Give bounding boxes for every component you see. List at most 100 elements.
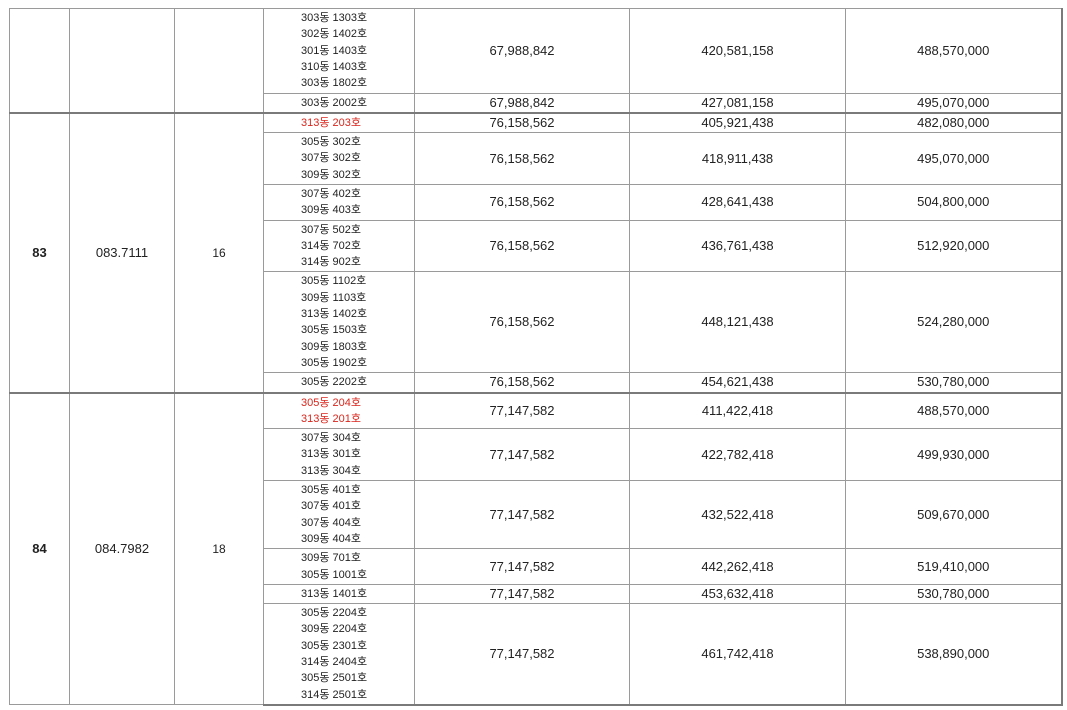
unit-number: 302동 1402호 [301, 28, 368, 41]
amount-col-1: 77,147,582 [414, 548, 630, 585]
unit-list-cell: 307동 304호 313동 301호 313동 304호 [263, 428, 415, 482]
unit-number: 305동 1102호 [301, 275, 367, 288]
unit-number: 301동 1403호 [301, 44, 368, 57]
area-cell: 083.7111 [69, 111, 175, 394]
unit-number: 307동 502호 [301, 223, 362, 236]
amount-col-1: 77,147,582 [414, 428, 630, 482]
table-row: 307동 304호 313동 301호 313동 304호 77,147,582 422… [10, 428, 1063, 482]
unit-number: 305동 2301호 [301, 639, 368, 652]
unit-list-cell: 307동 502호 314동 702호 314동 902호 [263, 219, 415, 273]
unit-number: 314동 902호 [301, 256, 362, 269]
unit-count-cell: 18 [174, 391, 264, 706]
amount-col-3: 495,070,000 [845, 92, 1063, 114]
amount-col-1: 76,158,562 [414, 372, 630, 394]
amount-col-2: 422,782,418 [629, 428, 846, 482]
unit-number: 313동 1401호 [301, 587, 368, 600]
amount-col-2: 432,522,418 [629, 480, 846, 550]
unit-number: 310동 1403호 [301, 60, 368, 73]
unit-number: 307동 401호 [301, 500, 362, 513]
amount-col-2: 411,422,418 [629, 391, 846, 430]
amount-col-3: 530,780,000 [845, 372, 1063, 394]
unit-number: 313동 201호 [301, 412, 362, 425]
unit-number: 303동 1802호 [301, 77, 368, 90]
unit-count-cell: 16 [174, 111, 264, 394]
unit-number: 307동 404호 [301, 516, 362, 529]
amount-col-3: 512,920,000 [845, 219, 1063, 273]
amount-col-2: 418,911,438 [629, 132, 846, 185]
amount-col-1: 77,147,582 [414, 603, 630, 706]
amount-col-1: 76,158,562 [414, 183, 630, 221]
unit-number: 305동 302호 [301, 136, 362, 149]
amount-col-1: 76,158,562 [414, 132, 630, 185]
unit-list-cell: 307동 402호 309동 403호 [263, 183, 415, 221]
unit-number: 309동 302호 [301, 168, 362, 181]
amount-col-3: 538,890,000 [845, 603, 1063, 706]
amount-col-3: 519,410,000 [845, 548, 1063, 585]
unit-number: 305동 2501호 [301, 672, 368, 685]
amount-col-1: 76,158,562 [414, 111, 630, 134]
unit-number: 305동 1902호 [301, 356, 368, 369]
unit-list-cell: 313동 203호 [263, 111, 415, 134]
unit-number: 305동 2202호 [301, 376, 368, 389]
unit-number: 305동 401호 [301, 484, 362, 497]
table-body: 303동 1303호 302동 1402호 301동 1403호 310동 1403호… [9, 7, 1063, 706]
unit-list-cell: 305동 2204호 309동 2204호 305동 2301호 314동 2404호… [263, 603, 415, 706]
amount-col-1: 77,147,582 [414, 583, 630, 605]
table-row: 305동 2204호 309동 2204호 305동 2301호 314동 2404호… [10, 603, 1063, 706]
unit-list-cell: 303동 1303호 302동 1402호 301동 1403호 310동 1403호… [263, 8, 415, 94]
unit-list-cell: 305동 1102호 309동 1103호 313동 1402호 305동 1503호… [263, 271, 415, 374]
unit-number: 314동 2404호 [301, 656, 368, 669]
unit-type-cell: 83 [9, 111, 70, 394]
unit-number: 307동 402호 [301, 187, 362, 200]
unit-number: 309동 404호 [301, 532, 362, 545]
area-cell: 084.7982 [69, 391, 175, 706]
price-table: 303동 1303호 302동 1402호 301동 1403호 310동 1403호… [9, 7, 1063, 706]
unit-number: 313동 1402호 [301, 308, 368, 321]
amount-col-2: 442,262,418 [629, 548, 846, 585]
amount-col-1: 67,988,842 [414, 8, 630, 94]
unit-number: 305동 2204호 [301, 607, 368, 620]
unit-number: 305동 1001호 [301, 568, 368, 581]
unit-number: 309동 1103호 [301, 291, 367, 304]
unit-list-cell: 309동 701호 305동 1001호 [263, 548, 415, 585]
unit-number: 303동 1303호 [301, 12, 368, 24]
unit-number: 314동 702호 [301, 239, 362, 252]
amount-col-2: 420,581,158 [629, 8, 846, 94]
unit-number: 313동 304호 [301, 464, 362, 477]
table-row: 305동 1102호 309동 1103호 313동 1402호 305동 1503호… [10, 271, 1063, 374]
amount-col-3: 530,780,000 [845, 583, 1063, 605]
table-row: 303동 1303호 302동 1402호 301동 1403호 310동 1403호… [9, 7, 1063, 114]
table-row: 83 083.7111 16 313동 203호 76,158,562 405,921,4… [9, 111, 1063, 394]
unit-number: 303동 2002호 [301, 96, 368, 109]
amount-col-3: 509,670,000 [845, 480, 1063, 550]
unit-list-cell: 313동 1401호 [263, 583, 415, 605]
table-row: 313동 1401호 77,147,582 453,632,418 530,780,0… [10, 583, 1063, 605]
amount-col-1: 76,158,562 [414, 219, 630, 273]
amount-col-3: 482,080,000 [845, 111, 1063, 134]
unit-number: 307동 304호 [301, 432, 362, 445]
table-row: 305동 401호 307동 401호 307동 404호 309동 404호 77,1… [10, 480, 1063, 550]
unit-list-cell: 305동 401호 307동 401호 307동 404호 309동 404호 [263, 480, 415, 550]
amount-col-2: 454,621,438 [629, 372, 846, 394]
unit-number: 309동 403호 [301, 204, 362, 217]
area-cell [69, 7, 175, 114]
amount-col-2: 427,081,158 [629, 92, 846, 114]
unit-number: 314동 2501호 [301, 688, 368, 701]
amount-col-2: 453,632,418 [629, 583, 846, 605]
unit-list-cell: 303동 2002호 [263, 92, 415, 114]
amount-col-1: 67,988,842 [414, 92, 630, 114]
unit-list-cell: 305동 204호 313동 201호 [263, 391, 415, 430]
unit-list-cell: 305동 2202호 [263, 372, 415, 394]
table-row: 305동 2202호 76,158,562 454,621,438 530,780,0… [10, 372, 1063, 394]
unit-number: 309동 2204호 [301, 623, 368, 636]
amount-col-3: 488,570,000 [845, 8, 1063, 94]
table-row: 307동 502호 314동 702호 314동 902호 76,158,562 436… [10, 219, 1063, 273]
amount-col-1: 77,147,582 [414, 391, 630, 430]
unit-number: 305동 1503호 [301, 324, 368, 337]
amount-col-1: 77,147,582 [414, 480, 630, 550]
unit-number: 307동 302호 [301, 152, 362, 165]
amount-col-3: 499,930,000 [845, 428, 1063, 482]
unit-count-cell [174, 7, 264, 114]
amount-col-3: 504,800,000 [845, 183, 1063, 221]
amount-col-2: 461,742,418 [629, 603, 846, 706]
